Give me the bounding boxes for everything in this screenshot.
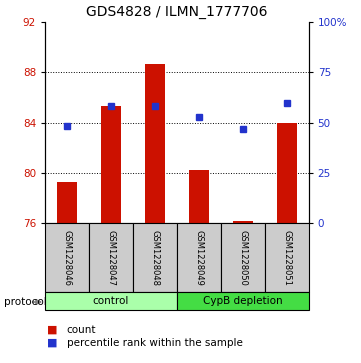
Text: CypB depletion: CypB depletion [203,296,283,306]
Bar [45,292,177,310]
Text: GSM1228050: GSM1228050 [238,230,247,286]
Bar [89,223,133,292]
Text: GSM1228049: GSM1228049 [194,230,203,286]
Bar [45,223,89,292]
Bar [145,64,165,223]
Bar [233,221,253,223]
Bar [177,292,309,310]
Bar [277,122,297,223]
Text: ■: ■ [47,338,57,348]
Text: count: count [67,325,96,335]
Text: ■: ■ [47,325,57,335]
Bar [221,223,265,292]
Text: GSM1228046: GSM1228046 [62,230,71,286]
Text: GSM1228048: GSM1228048 [151,230,160,286]
Text: control: control [93,296,129,306]
Bar [57,182,77,223]
Title: GDS4828 / ILMN_1777706: GDS4828 / ILMN_1777706 [86,5,268,19]
Bar [265,223,309,292]
Text: percentile rank within the sample: percentile rank within the sample [67,338,243,348]
Bar [189,170,209,223]
Bar [101,106,121,223]
Bar [177,223,221,292]
Text: GSM1228051: GSM1228051 [282,230,291,286]
Text: GSM1228047: GSM1228047 [106,230,116,286]
Text: protocol: protocol [4,297,46,307]
Bar [133,223,177,292]
